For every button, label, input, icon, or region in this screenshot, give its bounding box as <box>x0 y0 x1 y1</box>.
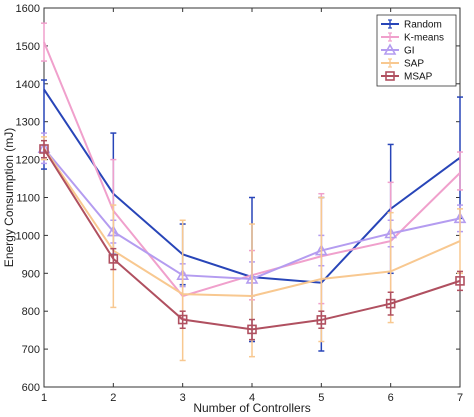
legend-item-msap: MSAP <box>381 71 433 83</box>
x-tick-label: 3 <box>180 392 186 404</box>
legend-item-random: Random <box>381 19 442 31</box>
data-point-marker <box>108 254 119 264</box>
legend-label: MSAP <box>404 72 433 83</box>
x-tick-label: 2 <box>110 392 116 404</box>
x-tick-label: 1 <box>41 392 47 404</box>
legend-label: K-means <box>404 33 444 44</box>
legend: Random K-means GI SAP MSAP <box>376 14 457 87</box>
y-tick-label: 1000 <box>16 230 40 242</box>
series-line <box>43 148 461 331</box>
series-layer <box>37 22 467 362</box>
legend-label: SAP <box>404 59 424 70</box>
x-tick-label: 5 <box>318 392 324 404</box>
data-point-marker <box>247 324 257 335</box>
legend-item-sap: SAP <box>381 58 424 70</box>
data-point-marker <box>385 298 396 309</box>
x-tick-label: 4 <box>249 392 255 404</box>
x-tick-label: 7 <box>457 392 463 404</box>
y-tick-label: 900 <box>22 268 40 280</box>
error-bar <box>179 219 186 362</box>
y-tick-label: 800 <box>22 306 40 318</box>
y-tick-label: 1500 <box>16 41 40 53</box>
y-tick-label: 1200 <box>16 155 40 167</box>
data-point-marker <box>177 314 188 325</box>
y-axis-title: Energy Consumption (mJ) <box>2 128 16 267</box>
data-point-marker <box>455 276 465 286</box>
y-tick-label: 1400 <box>16 79 40 91</box>
data-point-marker <box>39 144 49 154</box>
y-tick-label: 700 <box>22 344 40 356</box>
y-tick-label: 1300 <box>16 117 40 129</box>
legend-label: GI <box>404 46 415 57</box>
x-axis-title: Number of Controllers <box>193 401 310 415</box>
y-tick-label: 1600 <box>16 3 40 15</box>
x-tick-label: 6 <box>388 392 394 404</box>
y-axis: 600 700 800 900 1000 1100 1200 1300 1400 1500 1600 <box>16 3 460 394</box>
legend-label: Random <box>404 20 442 31</box>
data-point-marker <box>316 315 327 325</box>
y-tick-label: 1100 <box>16 193 40 205</box>
error-bar <box>457 151 463 191</box>
legend-marker <box>383 43 397 55</box>
legend-item-gi: GI <box>381 43 415 57</box>
series-msap <box>39 139 465 341</box>
x-axis: 1 2 3 4 5 6 7 <box>41 8 463 404</box>
y-tick-label: 600 <box>22 382 40 394</box>
legend-marker <box>385 71 395 81</box>
legend-item-k-means: K-means <box>381 32 444 44</box>
